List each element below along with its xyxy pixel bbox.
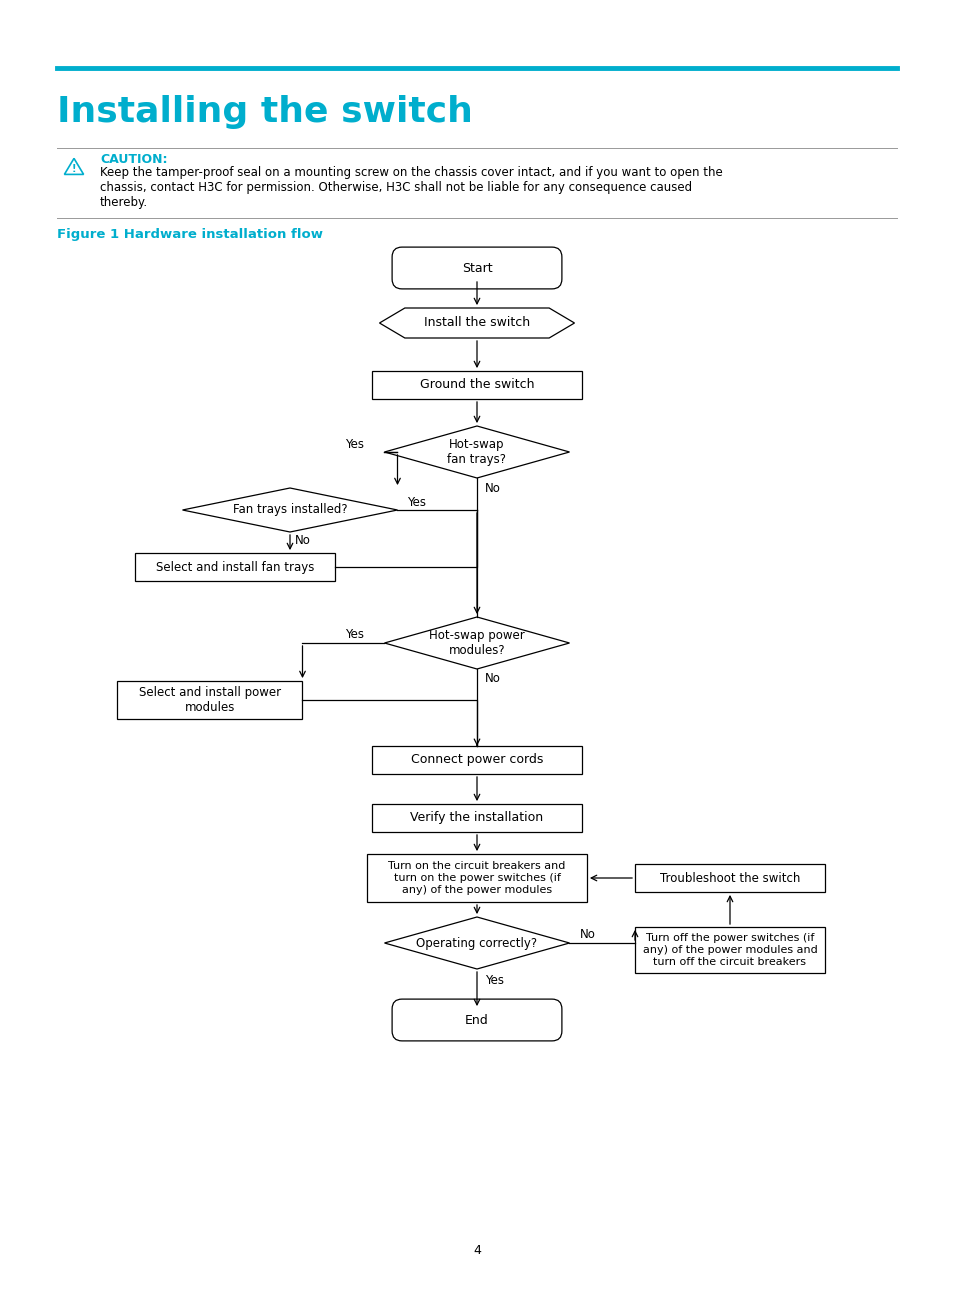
Polygon shape (65, 158, 84, 175)
Text: Turn on the circuit breakers and
turn on the power switches (if
any) of the powe: Turn on the circuit breakers and turn on… (388, 862, 565, 894)
Text: No: No (484, 482, 500, 495)
Text: Yes: Yes (407, 495, 426, 508)
Polygon shape (384, 426, 569, 478)
FancyBboxPatch shape (372, 804, 581, 832)
Text: Yes: Yes (484, 975, 503, 988)
Text: Select and install power
modules: Select and install power modules (139, 686, 281, 714)
Text: Start: Start (461, 262, 492, 275)
Text: Select and install fan trays: Select and install fan trays (155, 560, 314, 574)
Text: Troubleshoot the switch: Troubleshoot the switch (659, 871, 800, 884)
Text: Verify the installation: Verify the installation (410, 811, 543, 824)
FancyBboxPatch shape (372, 371, 581, 399)
Text: Turn off the power switches (if
any) of the power modules and
turn off the circu: Turn off the power switches (if any) of … (642, 933, 817, 967)
Text: End: End (465, 1013, 488, 1026)
FancyBboxPatch shape (635, 864, 824, 892)
FancyBboxPatch shape (135, 553, 335, 581)
FancyBboxPatch shape (392, 999, 561, 1041)
Text: Installing the switch: Installing the switch (57, 95, 473, 130)
FancyBboxPatch shape (372, 746, 581, 774)
Text: Ground the switch: Ground the switch (419, 378, 534, 391)
Text: Install the switch: Install the switch (423, 316, 530, 329)
Polygon shape (379, 308, 574, 338)
FancyBboxPatch shape (117, 680, 302, 719)
FancyBboxPatch shape (392, 248, 561, 289)
Text: 4: 4 (473, 1244, 480, 1257)
Polygon shape (182, 489, 397, 531)
Text: Yes: Yes (345, 629, 364, 642)
Text: No: No (578, 928, 595, 941)
Text: No: No (484, 673, 500, 686)
Text: CAUTION:: CAUTION: (100, 153, 168, 166)
Text: !: ! (71, 165, 76, 174)
FancyBboxPatch shape (635, 927, 824, 973)
Text: Connect power cords: Connect power cords (411, 753, 542, 766)
Polygon shape (384, 918, 569, 969)
Text: Hot-swap
fan trays?: Hot-swap fan trays? (447, 438, 506, 467)
Text: Fan trays installed?: Fan trays installed? (233, 504, 347, 517)
Text: No: No (294, 534, 311, 547)
Text: Figure 1 Hardware installation flow: Figure 1 Hardware installation flow (57, 228, 323, 241)
Text: Operating correctly?: Operating correctly? (416, 937, 537, 950)
FancyBboxPatch shape (367, 854, 586, 902)
Text: Hot-swap power
modules?: Hot-swap power modules? (429, 629, 524, 657)
Text: Yes: Yes (345, 438, 364, 451)
Text: Keep the tamper-proof seal on a mounting screw on the chassis cover intact, and : Keep the tamper-proof seal on a mounting… (100, 166, 722, 209)
Polygon shape (384, 617, 569, 669)
